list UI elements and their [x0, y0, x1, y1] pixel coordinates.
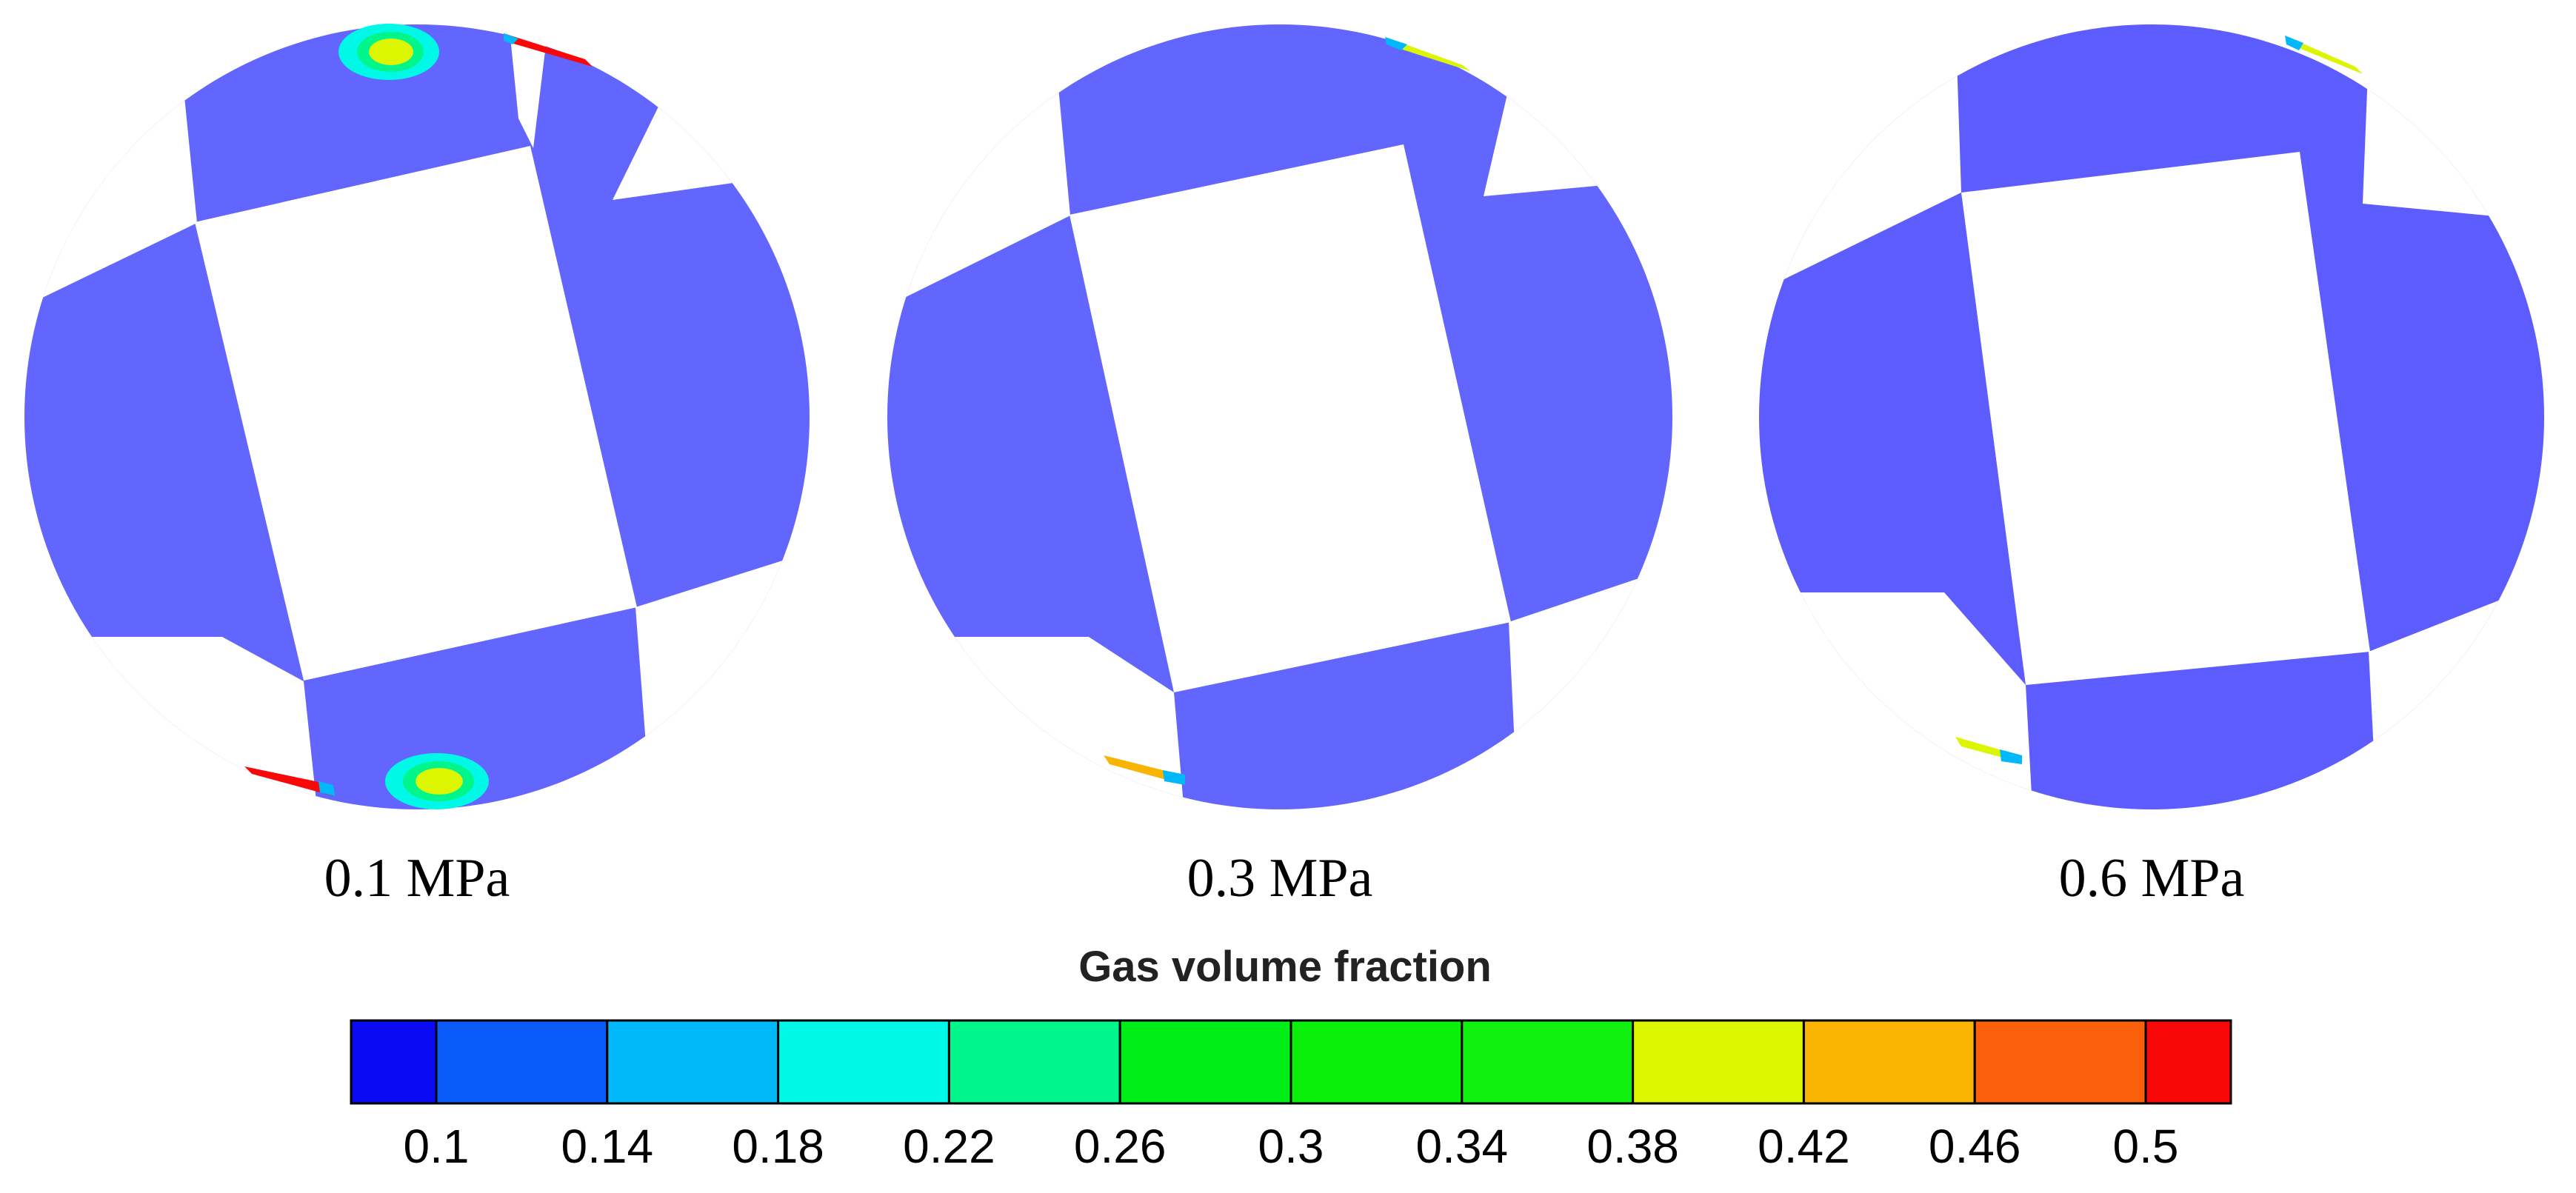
gap-top-right — [1484, 24, 1672, 196]
panel-0-6-mpa — [1759, 24, 2544, 809]
gap-top-right — [2363, 24, 2544, 222]
pump-cross-section-1 — [24, 24, 810, 809]
colorbar-segment — [2144, 1019, 2232, 1105]
pump-cross-section-2 — [887, 24, 1672, 809]
colorbar-ticks: 0.1 0.14 0.18 0.22 0.26 0.3 0.34 0.38 0.42 0.46 0.… — [404, 1120, 2179, 1173]
blade-notch-top — [510, 27, 548, 148]
cavitation-region-top — [338, 24, 439, 80]
panel-label-1: 0.1 MPa — [324, 848, 510, 909]
cavitation-region-bottom — [385, 753, 489, 809]
tip-leak-streak-top — [1385, 37, 1470, 71]
panel-0-1-mpa — [24, 24, 810, 809]
panel-label-2: 0.3 MPa — [1187, 848, 1373, 909]
panel-label-3: 0.6 MPa — [2059, 848, 2245, 909]
colorbar-tick-label: 0.26 — [1074, 1120, 1167, 1173]
colorbar-tick-label: 0.14 — [561, 1120, 654, 1173]
colorbar-segment — [1118, 1019, 1292, 1105]
colorbar-segment — [1289, 1019, 1464, 1105]
panel-0-3-mpa — [887, 24, 1672, 809]
tip-leak-streak-top — [504, 33, 593, 67]
tip-leak-streak-bottom — [1104, 755, 1185, 785]
legend-title: Gas volume fraction — [1078, 943, 1492, 991]
blade-notch-bottom — [111, 741, 215, 809]
tip-leak-streak-top — [2285, 36, 2363, 74]
colorbar-segment — [777, 1019, 950, 1105]
rotor-core — [1070, 144, 1511, 692]
rotor-core — [195, 146, 637, 681]
colorbar-segment — [350, 1019, 438, 1105]
colorbar-segment — [1802, 1019, 1976, 1105]
colorbar-segment — [1973, 1019, 2147, 1105]
colorbar-tick-label: 0.46 — [1929, 1120, 2021, 1173]
colorbar-segment — [435, 1019, 609, 1105]
colorbar-segment — [1461, 1019, 1635, 1105]
colorbar-tick-label: 0.3 — [1258, 1120, 1324, 1173]
colorbar-tick-label: 0.34 — [1416, 1120, 1509, 1173]
colorbar-segment — [1632, 1019, 1805, 1105]
colorbar-segment — [606, 1019, 780, 1105]
pump-cross-section-3 — [1759, 24, 2544, 809]
colorbar-tick-label: 0.22 — [903, 1120, 995, 1173]
colorbar-tick-label: 0.5 — [2113, 1120, 2179, 1173]
gap-bottom-left — [24, 637, 318, 809]
colorbar-tick-label: 0.1 — [404, 1120, 470, 1173]
tip-leak-streak-bottom — [244, 766, 335, 796]
colorbar-tick-label: 0.38 — [1586, 1120, 1679, 1173]
colorbar-tick-label: 0.42 — [1758, 1120, 1850, 1173]
rotor-core — [1961, 152, 2370, 685]
colorbar-segment — [947, 1019, 1121, 1105]
colorbar-tick-label: 0.18 — [732, 1120, 824, 1173]
colorbar — [350, 1019, 2232, 1105]
tip-leak-streak-bottom — [1955, 737, 2022, 764]
